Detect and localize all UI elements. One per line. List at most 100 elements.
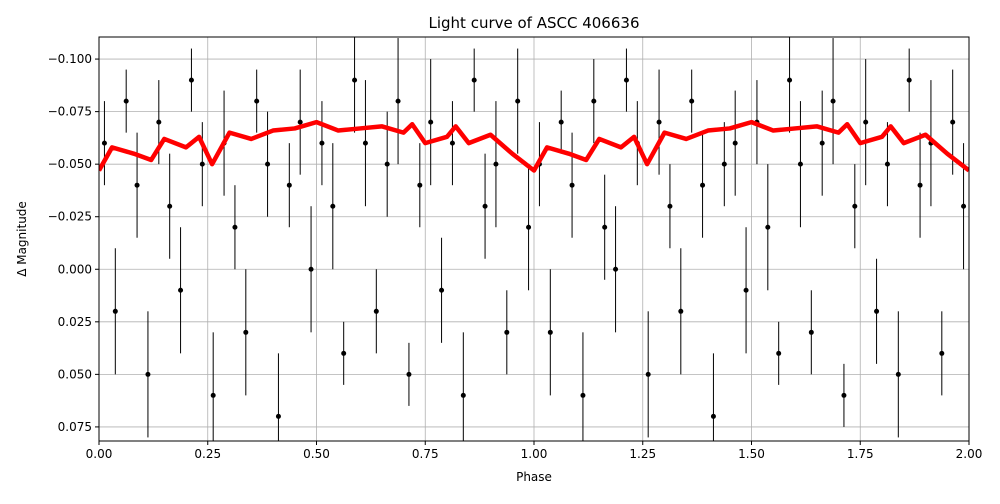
data-point <box>613 266 619 272</box>
data-point <box>710 413 716 419</box>
data-point <box>623 77 629 83</box>
data-point <box>330 203 336 209</box>
data-point <box>341 350 347 356</box>
data-point <box>874 308 880 314</box>
data-point <box>841 392 847 398</box>
data-point <box>123 98 129 104</box>
grid <box>98 37 970 441</box>
chart-title: Light curve of ASCC 406636 <box>429 14 640 32</box>
data-point <box>188 77 194 83</box>
data-point <box>134 182 140 188</box>
y-tick-label: −0.025 <box>48 210 92 224</box>
data-point <box>384 161 390 167</box>
data-point <box>254 98 260 104</box>
data-point <box>362 140 368 146</box>
data-point <box>101 140 107 146</box>
data-point <box>167 203 173 209</box>
data-point <box>243 329 249 335</box>
data-point <box>819 140 825 146</box>
data-point <box>493 161 499 167</box>
plot-area <box>99 37 969 441</box>
data-point <box>178 287 184 293</box>
data-point <box>884 161 890 167</box>
data-point <box>961 203 967 209</box>
data-point <box>286 182 292 188</box>
y-tick-label: 0.025 <box>58 315 92 329</box>
data-point <box>732 140 738 146</box>
y-tick-label: −0.075 <box>48 105 92 119</box>
data-point <box>471 77 477 83</box>
data-point <box>373 308 379 314</box>
data-point <box>580 392 586 398</box>
data-point <box>765 224 771 230</box>
data-point <box>689 98 695 104</box>
data-point <box>482 203 488 209</box>
data-point <box>602 224 608 230</box>
trend-line <box>99 119 969 173</box>
data-point <box>656 119 662 125</box>
data-point <box>275 413 281 419</box>
data-point <box>449 140 455 146</box>
data-point <box>797 161 803 167</box>
data-point <box>863 119 869 125</box>
data-point <box>319 140 325 146</box>
x-tick-label: 0.00 <box>86 447 113 461</box>
data-point <box>950 119 956 125</box>
x-tick-label: 0.25 <box>194 447 221 461</box>
y-axis-label: Δ Magnitude <box>15 201 29 277</box>
x-tick-label: 1.00 <box>521 447 548 461</box>
data-point <box>145 371 151 377</box>
x-tick-label: 0.75 <box>412 447 439 461</box>
data-point <box>406 371 412 377</box>
y-tick-label: 0.075 <box>58 420 92 434</box>
data-point <box>417 182 423 188</box>
data-point <box>297 119 303 125</box>
data-point <box>428 119 434 125</box>
x-tick-label: 1.50 <box>738 447 765 461</box>
data-point <box>678 308 684 314</box>
data-point <box>460 392 466 398</box>
y-tick-label: 0.050 <box>58 367 92 381</box>
y-tick-label: 0.000 <box>58 262 92 276</box>
data-point <box>395 98 401 104</box>
data-point <box>569 182 575 188</box>
data-point <box>667 203 673 209</box>
x-tick-label: 0.50 <box>303 447 330 461</box>
y-tick-label: −0.050 <box>48 157 92 171</box>
data-point <box>112 308 118 314</box>
ticks: 0.00 0.25 0.50 0.75 1.00 1.25 1.50 1.75 2.00 −0.1… <box>48 52 983 461</box>
data-point <box>352 77 358 83</box>
data-point <box>917 182 923 188</box>
data-point <box>515 98 521 104</box>
x-tick-label: 2.00 <box>956 447 983 461</box>
x-tick-label: 1.75 <box>847 447 874 461</box>
data-point <box>852 203 858 209</box>
data-point <box>210 392 216 398</box>
x-tick-label: 1.25 <box>629 447 656 461</box>
data-point <box>808 329 814 335</box>
data-point <box>199 161 205 167</box>
data-point <box>547 329 553 335</box>
data-point <box>558 119 564 125</box>
data-point <box>787 77 793 83</box>
data-point <box>232 224 238 230</box>
data-point <box>591 98 597 104</box>
x-axis-label: Phase <box>516 470 552 484</box>
data-point <box>743 287 749 293</box>
y-tick-label: −0.100 <box>48 52 92 66</box>
data-point <box>156 119 162 125</box>
data-point <box>830 98 836 104</box>
data-point <box>906 77 912 83</box>
data-point <box>721 161 727 167</box>
data-point <box>308 266 314 272</box>
data-point <box>895 371 901 377</box>
data-point <box>526 224 532 230</box>
data-point <box>776 350 782 356</box>
data-point <box>504 329 510 335</box>
data-point <box>265 161 271 167</box>
data-point <box>645 371 651 377</box>
data-point <box>700 182 706 188</box>
data-point <box>939 350 945 356</box>
